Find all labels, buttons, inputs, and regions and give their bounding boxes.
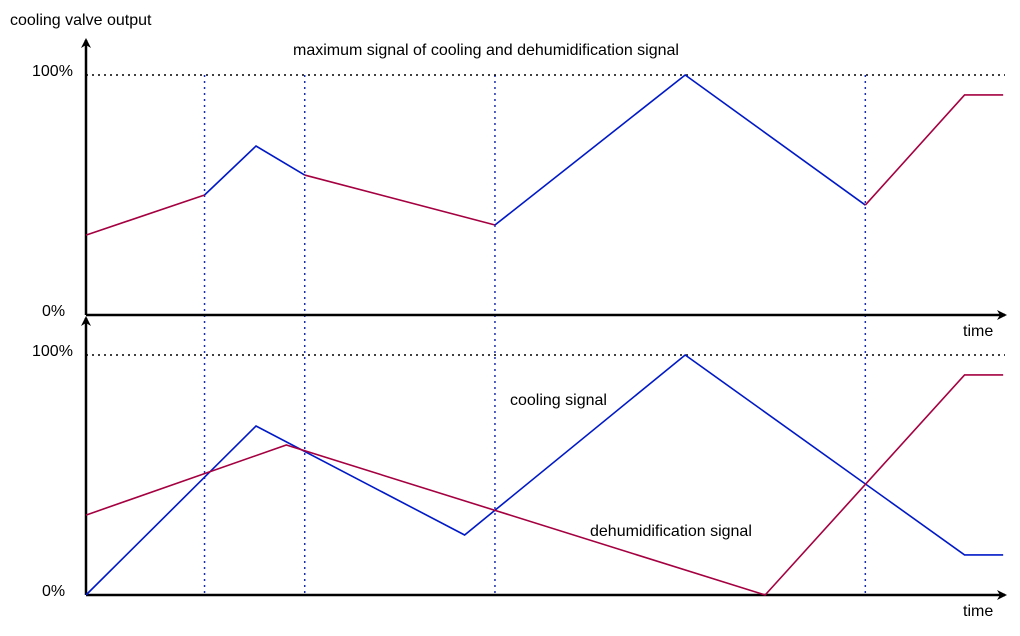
cooling-signal-line [494,73,866,226]
cooling-signal-label: cooling signal [510,392,607,409]
cooling-signal-line [203,145,306,196]
top-title: maximum signal of cooling and dehumidifi… [293,42,679,59]
cooling-signal-line [85,353,1004,596]
dehumidification-signal-line [85,374,1004,596]
top-tick-0: 0% [42,303,65,320]
bottom-x-axis-label: time [963,603,993,620]
top-tick-100: 100% [32,63,73,80]
dehumidification-signal-line [864,94,1004,206]
bottom-tick-100: 100% [32,343,73,360]
top-x-axis-label: time [963,323,993,340]
bottom-tick-0: 0% [42,583,65,600]
top-y-axis-label: cooling valve output [10,12,152,29]
dehumidification-signal-line [85,194,205,236]
dehumidification-signal-line [304,174,496,226]
dehumidification-signal-label: dehumidification signal [590,523,752,540]
